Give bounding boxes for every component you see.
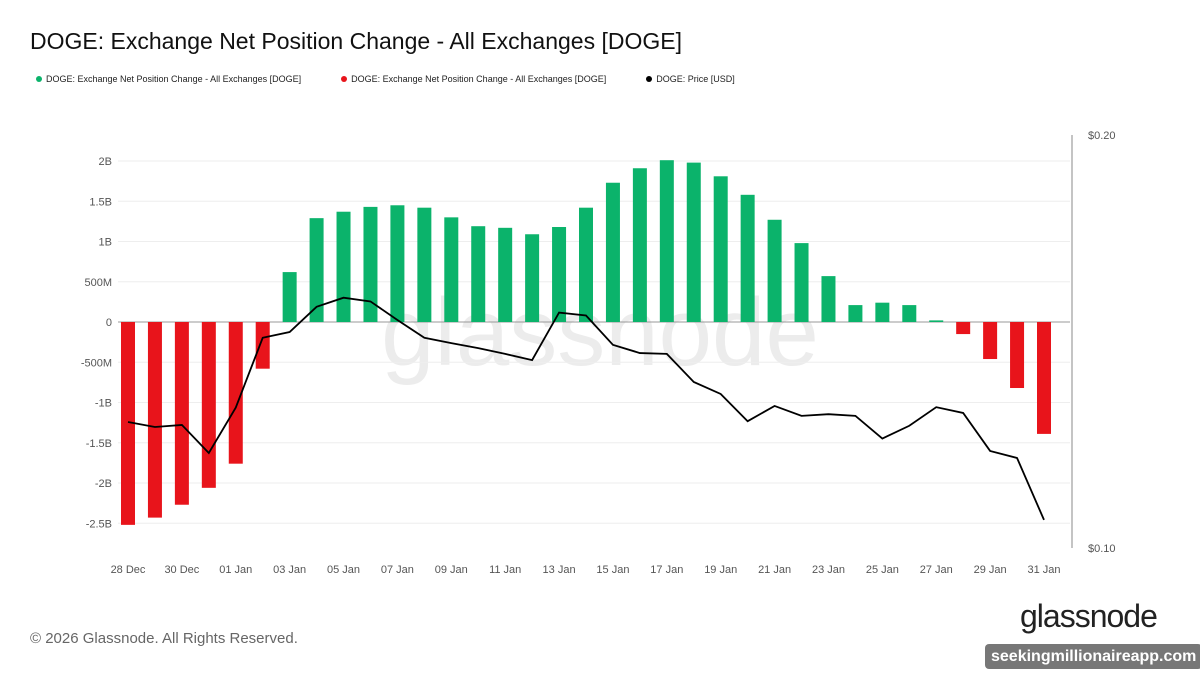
y-tick-label: 2B	[99, 156, 112, 168]
bar-21-Jan[interactable]	[767, 219, 782, 322]
bar-18-Jan[interactable]	[686, 162, 701, 322]
x-tick-label: 31 Jan	[1027, 564, 1060, 576]
y-right-tick-label: $0.10	[1088, 543, 1116, 555]
x-tick-label: 29 Jan	[974, 564, 1007, 576]
legend-label: DOGE: Price [USD]	[656, 74, 735, 84]
bar-06-Jan[interactable]	[363, 206, 378, 322]
glassnode-logo: glassnode	[1020, 598, 1158, 634]
bar-22-Jan[interactable]	[794, 243, 809, 322]
bar-07-Jan[interactable]	[390, 205, 405, 322]
bar-01-Jan[interactable]	[228, 322, 243, 464]
x-tick-label: 17 Jan	[650, 564, 683, 576]
bar-20-Jan[interactable]	[740, 194, 755, 322]
bar-25-Jan[interactable]	[875, 302, 890, 322]
x-tick-label: 30 Dec	[164, 564, 199, 576]
bar-13-Jan[interactable]	[552, 227, 567, 322]
bar-23-Jan[interactable]	[821, 276, 836, 322]
bar-19-Jan[interactable]	[713, 176, 728, 322]
bar-15-Jan[interactable]	[605, 182, 620, 322]
x-tick-label: 05 Jan	[327, 564, 360, 576]
bar-14-Jan[interactable]	[579, 207, 593, 322]
legend-dot-icon	[36, 76, 42, 82]
x-tick-label: 21 Jan	[758, 564, 791, 576]
bar-03-Jan[interactable]	[282, 272, 297, 322]
x-tick-label: 19 Jan	[704, 564, 737, 576]
x-tick-label: 23 Jan	[812, 564, 845, 576]
bar-30-Jan[interactable]	[1010, 322, 1025, 389]
legend-dot-icon	[646, 76, 653, 82]
bar-16-Jan[interactable]	[632, 168, 647, 322]
x-tick-label: 27 Jan	[920, 564, 953, 576]
legend-item-outflow[interactable]: DOGE: Exchange Net Position Change - All…	[341, 74, 606, 84]
bar-28-Dec[interactable]	[121, 322, 135, 525]
legend-label: DOGE: Exchange Net Position Change - All…	[46, 74, 302, 84]
y-tick-label: -1B	[95, 398, 112, 410]
legend-dot-icon	[341, 76, 348, 82]
bar-02-Jan[interactable]	[255, 322, 270, 369]
x-tick-label: 13 Jan	[543, 564, 576, 576]
bar-24-Jan[interactable]	[848, 305, 863, 322]
bar-08-Jan[interactable]	[417, 207, 432, 322]
x-tick-label: 28 Dec	[111, 564, 146, 576]
bar-31-Jan[interactable]	[1037, 322, 1051, 434]
y-tick-label: 500M	[84, 277, 112, 289]
y-tick-label: -1.5B	[86, 438, 112, 450]
y-tick-label: 1B	[99, 237, 112, 249]
y-tick-label: -500M	[81, 357, 112, 369]
bar-29-Dec[interactable]	[147, 322, 162, 518]
chart-title: DOGE: Exchange Net Position Change - All…	[30, 28, 682, 54]
legend-item-inflow[interactable]: DOGE: Exchange Net Position Change - All…	[36, 74, 301, 84]
y-tick-label: 1.5B	[89, 196, 112, 208]
price-line	[127, 296, 1045, 521]
y-tick-label: -2B	[95, 478, 112, 490]
y-tick-label: -2.5B	[86, 518, 112, 530]
x-tick-label: 07 Jan	[381, 564, 414, 576]
x-tick-label: 11 Jan	[489, 564, 521, 576]
bar-09-Jan[interactable]	[444, 217, 459, 322]
x-tick-label: 01 Jan	[219, 564, 252, 576]
legend-item-price[interactable]: DOGE: Price [USD]	[646, 74, 735, 84]
bar-29-Jan[interactable]	[983, 322, 998, 360]
bar-17-Jan[interactable]	[659, 160, 674, 322]
x-tick-label: 03 Jan	[273, 564, 306, 576]
bar-12-Jan[interactable]	[525, 234, 540, 322]
bar-27-Jan[interactable]	[929, 320, 944, 322]
bar-04-Jan[interactable]	[309, 218, 324, 322]
x-tick-label: 25 Jan	[866, 564, 899, 576]
legend: DOGE: Exchange Net Position Change - All…	[36, 74, 775, 84]
bar-05-Jan[interactable]	[336, 211, 351, 322]
legend-label: DOGE: Exchange Net Position Change - All…	[351, 74, 607, 84]
y-tick-label: 0	[106, 317, 112, 329]
bar-30-Dec[interactable]	[174, 322, 189, 505]
x-tick-label: 15 Jan	[596, 564, 629, 576]
bar-26-Jan[interactable]	[902, 305, 917, 322]
bar-28-Jan[interactable]	[956, 322, 971, 335]
copyright: © 2026 Glassnode. All Rights Reserved.	[30, 630, 298, 647]
site-badge: seekingmillionaireapp.com	[985, 644, 1200, 669]
bar-31-Dec[interactable]	[201, 322, 216, 488]
y-right-tick-label: $0.20	[1088, 130, 1116, 142]
x-tick-label: 09 Jan	[435, 564, 468, 576]
bar-10-Jan[interactable]	[471, 226, 486, 322]
bar-11-Jan[interactable]	[498, 227, 513, 322]
